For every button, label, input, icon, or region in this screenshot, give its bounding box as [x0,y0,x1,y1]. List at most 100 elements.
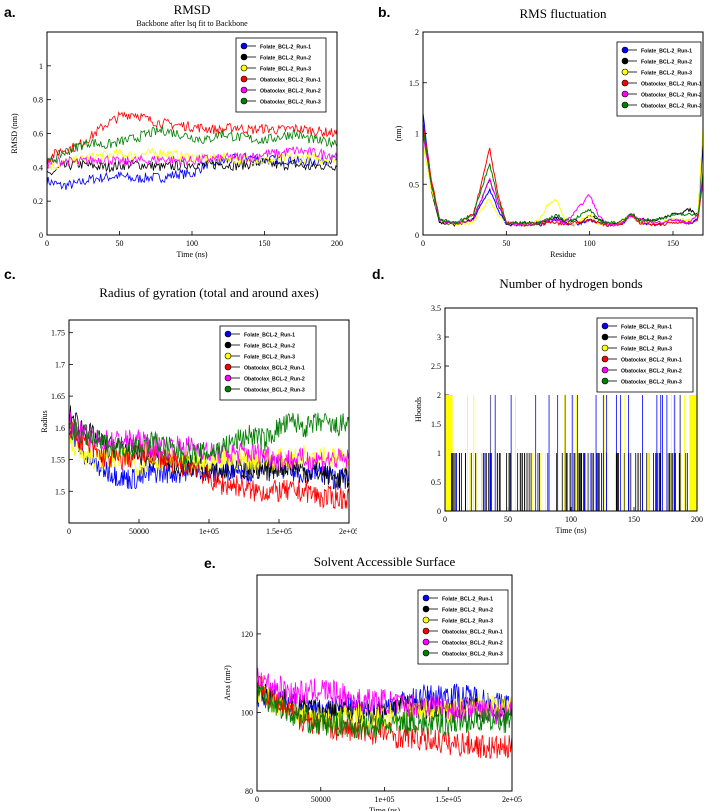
rg-ytick-label: 1.55 [51,456,65,465]
rmsd-xtick-label: 200 [331,239,343,248]
rmsd-legend-entry: Obatoclax_BCL-2_Run-2 [260,89,321,95]
rg-ytick-label: 1.7 [55,360,65,369]
rmsf-ytick-label: 1 [415,130,419,139]
rmsd-legend-marker [240,42,248,50]
hbond-title: Number of hydrogen bonds [499,276,642,291]
chart-solvent-accessible-surface: Solvent Accessible Surface Time (ps) Area … [223,554,522,811]
hbond-ylabel: Hbonds [414,397,423,422]
rg-ytick-label: 1.75 [51,329,65,338]
chart-rms-fluctuation: RMS fluctuation Residue (nm) 0 50 100 150 0 0.5 1… [394,6,704,259]
sasa-legend-entry: Obatoclax_BCL-2_Run-2 [442,641,503,647]
rg-xtick-label: 1.5e+05 [266,527,292,536]
rmsf-title: RMS fluctuation [519,6,607,21]
rmsd-legend-marker [240,97,248,105]
sasa-legend-marker [422,649,430,657]
rmsd-title: RMSD [174,2,211,17]
rmsd-series-2 [46,157,338,176]
rg-ytick-label: 1.65 [51,392,65,401]
rg-legend-entry: Folate_BCL-2_Run-1 [244,333,295,339]
rmsd-xtick-label: 0 [45,239,49,248]
rmsd-xlabel: Time (ns) [176,250,207,259]
rmsd-legend-marker [240,75,248,83]
rg-legend-entry: Obatoclax_BCL-2_Run-3 [244,388,305,394]
rg-xtick-label: 0 [67,527,71,536]
hbond-legend-marker [601,377,609,385]
rmsf-legend-entry: Folate_BCL-2_Run-1 [641,49,692,55]
rmsd-xtick-label: 150 [259,239,271,248]
hbond-xtick-label: 0 [443,515,447,524]
sasa-ytick-label: 100 [241,708,253,717]
rmsd-legend-entry: Folate_BCL-2_Run-1 [260,45,311,51]
rmsd-ytick-label: 0.2 [33,197,43,206]
rmsd-ytick-label: 0.8 [33,96,43,105]
rg-legend-entry: Obatoclax_BCL-2_Run-1 [244,366,305,372]
hbond-xtick-label: 150 [628,515,640,524]
hbond-legend-marker [601,344,609,352]
sasa-title: Solvent Accessible Surface [314,554,456,569]
rmsd-ylabel: RMSD (nm) [10,113,19,154]
rg-ylabel: Radius [40,410,49,432]
rg-legend-entry: Obatoclax_BCL-2_Run-2 [244,377,305,383]
rmsf-legend-entry: Folate_BCL-2_Run-3 [641,71,692,77]
hbond-ytick-label: 3 [437,333,441,342]
hbond-legend-marker [601,322,609,330]
rg-legend-entry: Folate_BCL-2_Run-3 [244,355,295,361]
hbond-xtick-label: 50 [504,515,512,524]
rmsf-xtick-label: 150 [667,239,679,248]
rg-ytick-label: 1.5 [55,487,65,496]
hbond-yellow-band-right [689,395,697,511]
sasa-legend-entry: Folate_BCL-2_Run-2 [442,608,493,614]
panel-label-e: e. [204,555,216,571]
rmsf-series-1 [422,113,704,228]
chart-rmsd: RMSD Backbone after lsq fit to Backbone Ti… [10,2,343,259]
sasa-series-2 [256,679,513,725]
sasa-xtick-label: 0 [255,795,259,804]
hbond-ytick-label: 0 [437,507,441,516]
rmsd-legend-marker [240,53,248,61]
chart-radius-of-gyration: Radius of gyration (total and around axe… [40,285,357,536]
sasa-legend-marker [422,605,430,613]
rmsf-legend-entry: Folate_BCL-2_Run-2 [641,60,692,66]
hbond-legend-marker [601,366,609,374]
rmsd-legend-marker [240,86,248,94]
rmsf-ytick-label: 1.5 [409,79,419,88]
sasa-legend-marker [422,627,430,635]
rg-legend-marker [224,341,232,349]
hbond-legend-entry: Folate_BCL-2_Run-1 [621,325,672,331]
rmsf-xlabel: Residue [550,250,576,259]
hbond-legend-entry: Obatoclax_BCL-2_Run-3 [621,380,682,386]
rmsd-series-5 [46,146,338,170]
rmsd-series-4 [46,111,338,163]
hbond-legend-entry: Obatoclax_BCL-2_Run-1 [621,358,682,364]
sasa-plot-frame [256,574,513,792]
rmsf-legend-entry: Obatoclax_BCL-2_Run-1 [641,82,702,88]
sasa-legend-entry: Obatoclax_BCL-2_Run-1 [442,630,503,636]
panel-label-c: c. [4,266,16,282]
hbond-ytick-label: 3.5 [431,304,441,313]
rmsf-legend-marker [621,57,629,65]
rg-legend-marker [224,363,232,371]
panel-label-a: a. [4,4,16,20]
hbond-legend-entry: Folate_BCL-2_Run-3 [621,347,672,353]
sasa-ylabel: Area (nm²) [223,665,232,701]
rg-legend-marker [224,352,232,360]
sasa-legend-marker [422,616,430,624]
hbond-yellow-band-left [445,395,453,511]
rmsd-ytick-label: 0.6 [33,130,43,139]
rmsf-series-2 [422,123,704,227]
rmsf-xtick-label: 50 [502,239,510,248]
rmsf-plot-frame [422,31,704,236]
rg-legend-box [219,325,317,401]
hbond-xtick-label: 200 [691,515,703,524]
hbond-xlabel: Time (ns) [555,526,586,535]
chart-hydrogen-bonds: Number of hydrogen bonds Time (ns) Hbonds 0… [414,276,703,535]
rg-series-6 [68,412,350,465]
hbond-legend-box [596,317,694,393]
rmsf-legend-marker [621,90,629,98]
rmsf-xtick-label: 100 [584,239,596,248]
sasa-legend-entry: Folate_BCL-2_Run-3 [442,619,493,625]
hbond-ytick-label: 1 [437,449,441,458]
sasa-xtick-label: 50000 [311,795,331,804]
rg-ytick-label: 1.6 [55,424,65,433]
rmsf-legend-marker [621,68,629,76]
